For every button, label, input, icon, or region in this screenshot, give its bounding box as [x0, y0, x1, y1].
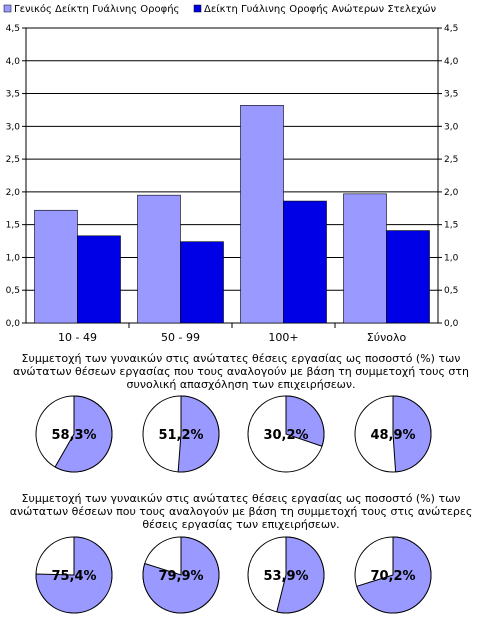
- bar-2-3: [283, 200, 327, 324]
- bar-1-1: [34, 209, 78, 324]
- bar-1-2: [137, 194, 181, 324]
- y-tick-label-left: 1,5: [6, 221, 20, 231]
- pie-2-1-label: 75,4%: [51, 569, 96, 584]
- pie-1-1-slice: [54, 395, 113, 473]
- y-tick-label-right: 0,5: [444, 286, 458, 296]
- x-tick-label: Σύνολο: [367, 331, 407, 344]
- pie-2-1-slice: [35, 536, 113, 614]
- y-tick-label-right: 4,0: [444, 57, 459, 67]
- y-tick-label-left: 2,0: [6, 188, 21, 198]
- pie-2-3-remainder: [247, 536, 325, 614]
- y-tick-label-right: 4,5: [444, 24, 458, 34]
- bar-1-4: [343, 193, 387, 324]
- pie-2-2-label: 79,9%: [158, 569, 203, 584]
- pie-1-3-label: 30,2%: [263, 428, 308, 443]
- pie-1-4-slice: [392, 395, 432, 473]
- x-tick-label: 50 - 99: [161, 331, 200, 344]
- y-tick-label-left: 4,5: [6, 24, 20, 34]
- pie-2-2-slice: [142, 536, 220, 614]
- y-tick-label-right: 0,0: [444, 319, 459, 329]
- y-tick-label-left: 3,5: [6, 90, 20, 100]
- pie-1-1-remainder: [35, 395, 113, 473]
- y-tick-label-left: 0,5: [6, 286, 20, 296]
- pie-2-3-slice: [276, 536, 325, 614]
- legend-swatch-1: [3, 4, 12, 13]
- pie-2-3-label: 53,9%: [263, 569, 308, 584]
- x-tick-label: 100+: [268, 331, 298, 344]
- pie-row-1-caption: Συμμετοχή των γυναικών στις ανώτατες θέσ…: [13, 352, 469, 391]
- legend-label-1: Γενικός Δείκτη Γυάλινης Οροφής: [14, 3, 179, 15]
- y-tick-label-left: 0,0: [6, 319, 21, 329]
- pie-2-4-label: 70,2%: [370, 569, 415, 584]
- pie-2-4-remainder: [354, 536, 432, 614]
- y-tick-label-left: 4,0: [6, 57, 21, 67]
- pie-1-3-remainder: [247, 395, 325, 473]
- pie-2-2-remainder: [142, 536, 220, 614]
- y-tick-label-left: 2,5: [6, 155, 20, 165]
- bar-chart: 0,0 0,0 0,5 0,5 1,0 1,0 1,5 1,5 2,0 2,0 2,5 2,5 3,0 3…: [0, 0, 482, 344]
- pie-2-4-slice: [356, 536, 432, 614]
- legend: [0, 0, 482, 17]
- bar-2-1: [77, 235, 121, 324]
- y-tick-label-right: 2,0: [444, 188, 459, 198]
- y-tick-label-right: 1,5: [444, 221, 458, 231]
- pie-2-1-remainder: [35, 536, 113, 614]
- legend-swatch-2: [193, 4, 202, 13]
- pie-1-3-slice: [285, 395, 325, 447]
- y-tick-label-left: 1,0: [6, 253, 21, 263]
- pie-1-1-label: 58,3%: [51, 428, 96, 443]
- pie-row-2-caption: Συμμετοχή των γυναικών στις ανώτατες θέσ…: [9, 492, 473, 531]
- bar-2-4: [386, 230, 430, 324]
- y-tick-label-right: 1,0: [444, 253, 459, 263]
- pie-1-2-label: 51,2%: [158, 428, 203, 443]
- y-tick-label-right: 3,0: [444, 122, 459, 132]
- legend-label-2: Δείκτη Γυάλινης Οροφής Ανώτερων Στελεχών: [204, 3, 437, 15]
- y-tick-label-right: 2,5: [444, 155, 458, 165]
- y-tick-label-right: 3,5: [444, 90, 458, 100]
- y-tick-label-left: 3,0: [6, 122, 21, 132]
- bar-2-2: [180, 241, 224, 324]
- pie-1-4-remainder: [354, 395, 432, 473]
- x-tick-label: 10 - 49: [58, 331, 97, 344]
- pie-1-2-slice: [177, 395, 220, 473]
- pie-1-2-remainder: [142, 395, 220, 473]
- bar-1-3: [240, 105, 284, 324]
- pie-1-4-label: 48,9%: [370, 428, 415, 443]
